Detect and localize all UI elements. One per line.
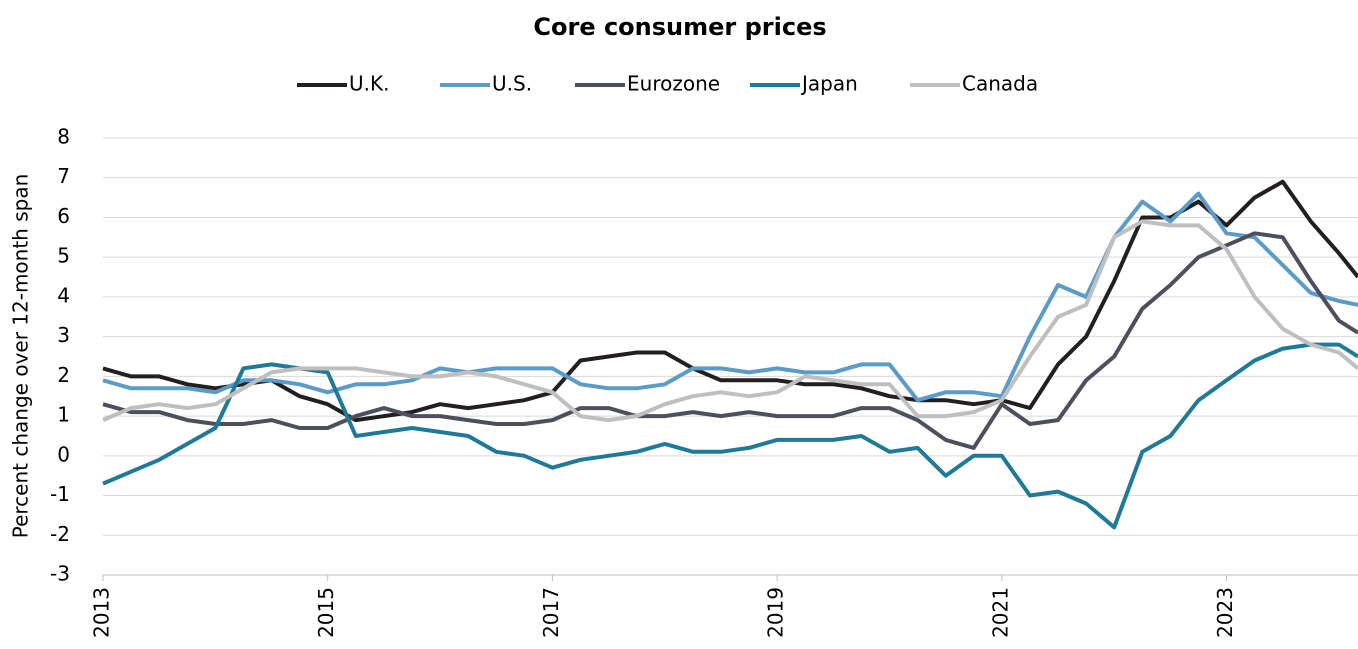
y-tick-label: 5 <box>57 244 70 268</box>
series-line <box>102 179 1358 423</box>
legend-label: Eurozone <box>627 72 720 96</box>
y-tick-label: 0 <box>57 442 70 466</box>
y-tick-label: -2 <box>50 522 70 546</box>
y-tick-label: 8 <box>57 125 70 149</box>
x-tick-label: 2019 <box>764 587 788 638</box>
y-axis-label: Percent change over 12-month span <box>9 174 33 539</box>
y-tick-label: 2 <box>57 363 70 387</box>
y-tick-label: 3 <box>57 323 70 347</box>
y-tick-label: 7 <box>57 164 70 188</box>
x-tick-label: 2021 <box>988 587 1012 638</box>
x-tick-label: 2023 <box>1213 587 1237 638</box>
series-line <box>102 191 1358 403</box>
x-tick-label: 2015 <box>314 587 338 638</box>
series-line <box>102 231 1358 450</box>
x-tick-label: 2017 <box>539 587 563 638</box>
series-line <box>102 219 1358 423</box>
y-tick-label: -3 <box>50 562 70 586</box>
series-line <box>102 342 1358 530</box>
legend-label: Canada <box>962 72 1038 96</box>
chart-title: Core consumer prices <box>533 13 826 41</box>
legend-label: Japan <box>800 72 858 96</box>
y-tick-label: 1 <box>57 403 70 427</box>
y-tick-label: 4 <box>57 283 70 307</box>
legend-label: U.K. <box>349 72 389 96</box>
legend-label: U.S. <box>492 72 532 96</box>
x-tick-label: 2013 <box>90 587 114 638</box>
y-tick-label: 6 <box>57 204 70 228</box>
y-tick-label: -1 <box>50 482 70 506</box>
